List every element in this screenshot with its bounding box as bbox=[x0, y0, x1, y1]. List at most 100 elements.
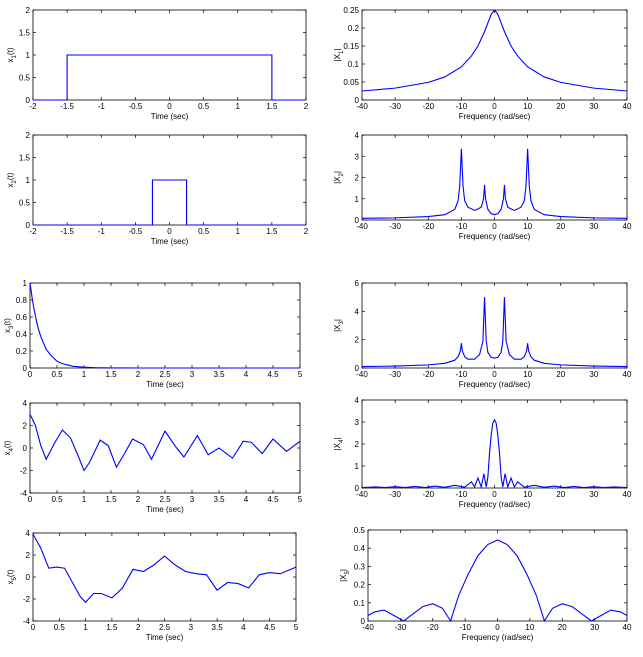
x-tick-label: 5 bbox=[294, 623, 299, 632]
x-tick-label: -20 bbox=[422, 222, 434, 231]
y-tick-label: 0.25 bbox=[343, 6, 359, 15]
x-tick-label: 1.5 bbox=[266, 227, 278, 236]
y-tick-label: 4 bbox=[355, 396, 360, 405]
y-tick-label: 4 bbox=[26, 529, 31, 538]
y-tick-label: 1.5 bbox=[19, 29, 31, 38]
x-tick-label: -40 bbox=[356, 102, 368, 111]
y-tick-label: 2 bbox=[26, 131, 31, 140]
y-axis-label-tail: | bbox=[339, 569, 348, 571]
y-axis-label-tail: | bbox=[333, 438, 342, 440]
x-tick-label: -10 bbox=[459, 623, 471, 632]
x-tick-label: 20 bbox=[556, 102, 565, 111]
x-tick-label: 2 bbox=[136, 623, 141, 632]
series-line bbox=[33, 54, 306, 101]
y-tick-label: 0 bbox=[23, 444, 28, 453]
x-tick-label: -1.5 bbox=[60, 102, 74, 111]
subplot-3: -2 -1.5 -1 -0.5 0 0.5 1 1.5 2 0 0.5 1 1.5 2 Time (sec)… bbox=[6, 131, 309, 246]
x-tick-label: -40 bbox=[356, 370, 368, 379]
x-tick-label: 4 bbox=[244, 370, 249, 379]
y-axis-label-subscript: 1 bbox=[339, 50, 345, 54]
y-tick-label: 3 bbox=[355, 152, 360, 161]
y-axis-label-tail: (t) bbox=[6, 172, 15, 180]
y-tick-label: 0.2 bbox=[354, 581, 366, 590]
y-axis-label-main: x bbox=[6, 183, 15, 187]
y-tick-label: 0 bbox=[26, 573, 31, 582]
x-axis-label: Time (sec) bbox=[146, 505, 184, 514]
y-axis-label-subscript: 4 bbox=[9, 447, 15, 451]
x-tick-label: 30 bbox=[589, 222, 598, 231]
y-tick-label: 0.2 bbox=[348, 24, 360, 33]
y-axis-label: |X5| bbox=[339, 569, 351, 582]
x-tick-label: 5 bbox=[298, 495, 303, 504]
x-axis-label: Time (sec) bbox=[151, 112, 189, 121]
y-tick-label: 0.1 bbox=[348, 60, 360, 69]
y-tick-label: -4 bbox=[23, 617, 31, 626]
x-tick-label: -10 bbox=[456, 102, 468, 111]
y-tick-label: 1 bbox=[23, 279, 28, 288]
y-axis-label: x3(t) bbox=[3, 318, 15, 333]
y-axis-label-main: x bbox=[6, 580, 15, 584]
y-axis-label-subscript: 1 bbox=[12, 54, 18, 58]
x-tick-label: 30 bbox=[589, 370, 598, 379]
x-tick-label: 2 bbox=[136, 370, 141, 379]
x-tick-label: 40 bbox=[623, 222, 632, 231]
y-tick-label: 2 bbox=[355, 336, 360, 345]
y-axis-label: x5(t) bbox=[6, 569, 18, 584]
y-tick-label: 4 bbox=[355, 131, 360, 140]
x-tick-label: 0 bbox=[492, 222, 497, 231]
y-axis-label-subscript: 5 bbox=[12, 576, 18, 580]
x-tick-label: 2 bbox=[304, 227, 309, 236]
x-axis-label: Frequency (rad/sec) bbox=[462, 633, 534, 642]
x-tick-label: -0.5 bbox=[128, 227, 142, 236]
x-tick-label: -10 bbox=[456, 490, 468, 499]
x-tick-label: 4 bbox=[241, 623, 246, 632]
x-tick-label: 0 bbox=[28, 495, 33, 504]
plot-frame bbox=[367, 529, 628, 622]
series-line bbox=[361, 297, 628, 368]
x-tick-label: 1 bbox=[236, 102, 241, 111]
plot-frame bbox=[29, 282, 301, 369]
x-tick-label: -20 bbox=[422, 370, 434, 379]
series-line bbox=[29, 282, 300, 369]
x-tick-label: -2 bbox=[29, 102, 37, 111]
x-tick-label: 5 bbox=[298, 370, 303, 379]
x-tick-label: 20 bbox=[556, 222, 565, 231]
x-tick-label: -40 bbox=[356, 222, 368, 231]
x-tick-label: 1 bbox=[83, 623, 88, 632]
x-tick-label: 0 bbox=[28, 370, 33, 379]
y-axis-label-main: x bbox=[3, 329, 12, 333]
x-tick-label: 0.5 bbox=[51, 370, 63, 379]
y-tick-label: 0.05 bbox=[343, 78, 359, 87]
plot-frame bbox=[29, 402, 301, 494]
x-tick-label: -40 bbox=[356, 490, 368, 499]
x-tick-label: 40 bbox=[623, 490, 632, 499]
series-line bbox=[361, 9, 628, 92]
x-tick-label: 3 bbox=[190, 370, 195, 379]
y-axis-label: |X4| bbox=[333, 438, 345, 451]
x-axis-label: Frequency (rad/sec) bbox=[459, 500, 531, 509]
x-tick-label: 1.5 bbox=[266, 102, 278, 111]
x-tick-label: -30 bbox=[389, 102, 401, 111]
plot-frame bbox=[32, 532, 297, 622]
x-tick-label: -1.5 bbox=[60, 227, 74, 236]
x-tick-label: 1.5 bbox=[106, 623, 118, 632]
y-axis-label-main: |X bbox=[333, 324, 342, 332]
x-tick-label: 0 bbox=[31, 623, 36, 632]
series-line bbox=[33, 179, 306, 226]
y-tick-label: 1 bbox=[26, 176, 31, 185]
y-tick-label: 0.4 bbox=[16, 330, 28, 339]
y-tick-label: 2 bbox=[26, 551, 31, 560]
plot-frame bbox=[361, 399, 628, 489]
x-tick-label: 3 bbox=[190, 495, 195, 504]
y-axis-label: |X2| bbox=[333, 171, 345, 184]
x-tick-label: -30 bbox=[389, 370, 401, 379]
y-tick-label: 2 bbox=[26, 6, 31, 15]
y-axis-label-subscript: 3 bbox=[339, 321, 345, 325]
y-tick-label: 0.1 bbox=[354, 599, 366, 608]
y-tick-label: -2 bbox=[20, 467, 28, 476]
subplot-10: -40 -30 -20 -10 0 10 20 30 40 0 0.1 0.2 0.3 0.4 0.5 Fre… bbox=[339, 526, 632, 642]
x-tick-label: 40 bbox=[623, 102, 632, 111]
y-axis-label: x2(t) bbox=[6, 172, 18, 187]
